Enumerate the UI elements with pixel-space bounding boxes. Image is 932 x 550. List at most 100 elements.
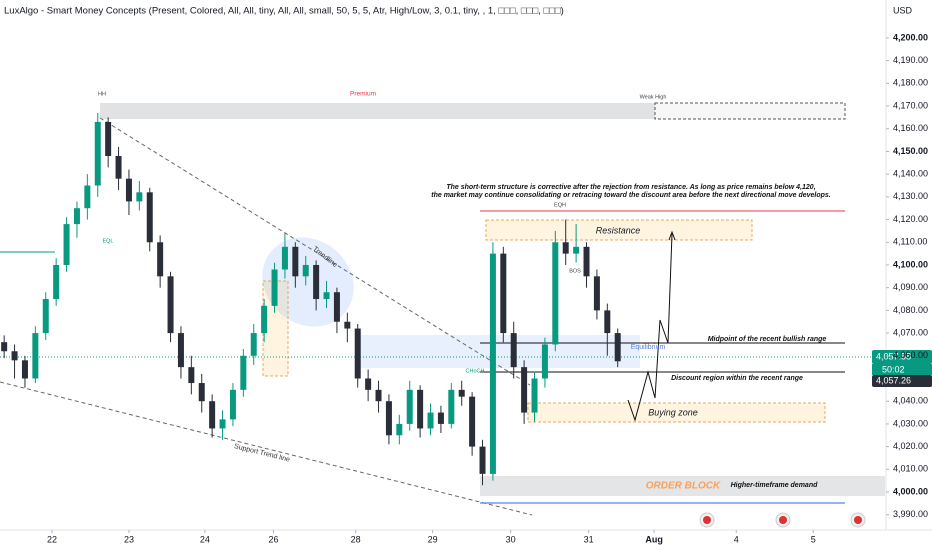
x-tick-label: 5	[811, 534, 816, 544]
x-tick-label: 31	[584, 534, 594, 544]
order-block	[480, 476, 885, 496]
y-tick-label: 4,160.00	[893, 123, 928, 133]
countdown-tag	[872, 364, 932, 375]
event-icon-flag	[779, 516, 787, 524]
candle-body	[94, 121, 101, 186]
candle-body	[240, 355, 247, 390]
countdown: 50:02	[882, 364, 905, 374]
candle-body	[458, 389, 465, 397]
resistance-label: Resistance	[596, 225, 641, 235]
candle-body	[541, 344, 548, 379]
y-tick-label: 4,180.00	[893, 78, 928, 88]
candle-body	[281, 246, 288, 270]
x-tick-label: 26	[268, 534, 278, 544]
candle-body	[437, 412, 444, 424]
candles	[1, 112, 621, 486]
support-trendline	[0, 381, 533, 516]
x-tick-label: Aug	[645, 534, 663, 544]
note-line: the market may continue consolidating or…	[431, 192, 831, 199]
x-tick-label: 29	[428, 534, 438, 544]
x-tick-label: 28	[351, 534, 361, 544]
candle-body	[552, 242, 559, 345]
candle-body	[292, 246, 299, 277]
buying-zone	[527, 402, 826, 423]
y-tick-label: 4,060.00	[893, 350, 928, 360]
y-tick-label: 4,040.00	[893, 396, 928, 406]
candle-body	[344, 321, 351, 329]
last-price: 4,057.58	[876, 351, 911, 361]
equilibrium-label: Equilibrium	[631, 344, 666, 351]
candle-body	[510, 333, 517, 368]
candle-body	[333, 292, 340, 322]
premium-label: Premium	[350, 91, 376, 98]
candle-body	[489, 253, 496, 474]
candle-body	[583, 246, 590, 277]
event-icon-flag	[703, 516, 711, 524]
candle-body	[396, 423, 403, 436]
candle-body	[261, 305, 268, 334]
order-block-label: ORDER BLOCK	[646, 481, 721, 492]
y-tick-label: 4,030.00	[893, 418, 928, 428]
bid-price-tag	[872, 375, 932, 387]
y-tick-label: 4,170.00	[893, 100, 928, 110]
candle-body	[365, 378, 372, 390]
choch-label: CHoCH	[466, 368, 485, 374]
weak-high-label: Weak High	[640, 94, 667, 100]
candle-body	[271, 269, 278, 306]
y-tick-label: 4,140.00	[893, 169, 928, 179]
x-tick-label: 23	[124, 534, 134, 544]
candle-body	[125, 178, 132, 202]
y-tick-label: 4,000.00	[893, 486, 928, 496]
candle-body	[53, 264, 60, 300]
bid-price: 4,057.26	[876, 375, 911, 385]
y-tick-label: 4,010.00	[893, 464, 928, 474]
y-tick-label: 4,110.00	[893, 237, 927, 247]
candle-body	[593, 276, 600, 311]
candle-body	[614, 333, 621, 362]
y-tick-label: 4,190.00	[893, 55, 928, 65]
candle-body	[146, 192, 153, 243]
candle-body	[198, 383, 205, 402]
candle-body	[531, 378, 538, 413]
candle-body	[21, 360, 28, 379]
weak-high-zone	[654, 102, 846, 120]
note-line: The short-term structure is corrective a…	[446, 184, 815, 191]
candle-body	[302, 264, 309, 277]
event-icon-flag	[854, 516, 862, 524]
candle-body	[115, 155, 122, 179]
indicator-title: LuxAlgo - Smart Money Concepts (Present,…	[4, 6, 564, 17]
trendline	[99, 117, 531, 386]
candle-body	[448, 389, 455, 424]
y-tick-label: 4,090.00	[893, 282, 928, 292]
candle-body	[84, 185, 91, 209]
arrow-head	[668, 230, 676, 241]
candle-body	[354, 328, 361, 379]
hh-label: HH	[98, 91, 106, 97]
candle-body	[167, 276, 174, 334]
candle-body	[406, 389, 413, 424]
candle-body	[375, 389, 382, 402]
y-tick-label: 4,080.00	[893, 305, 928, 315]
resistance-zone	[485, 219, 753, 241]
candle-body	[573, 246, 580, 254]
eqh-label: EQH	[554, 202, 566, 208]
candle-body	[229, 389, 236, 420]
candle-body	[323, 292, 330, 300]
eql-label: EQL	[102, 238, 113, 244]
candle-body	[63, 224, 70, 265]
last-price-tag	[872, 350, 932, 364]
candle-body	[188, 367, 195, 384]
candle-body	[177, 333, 184, 368]
currency: USD	[893, 5, 913, 15]
y-tick-label: 4,120.00	[893, 214, 928, 224]
candle-body	[385, 401, 392, 436]
candle-body	[417, 389, 424, 429]
y-tick-label: 4,130.00	[893, 191, 928, 201]
y-tick-label: 3,990.00	[893, 509, 928, 519]
candle-body	[562, 242, 569, 254]
candle-body	[250, 333, 257, 356]
candle-body	[157, 242, 164, 277]
candle-body	[500, 253, 507, 334]
